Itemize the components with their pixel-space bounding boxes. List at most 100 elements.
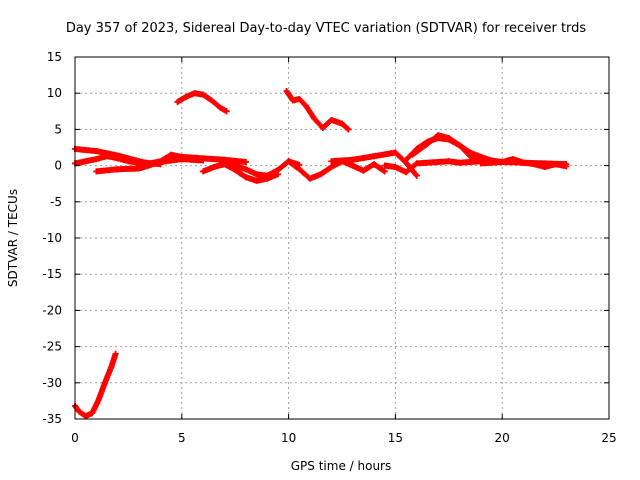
- data-point: [95, 397, 102, 404]
- x-tick-label: 25: [601, 431, 616, 445]
- data-series-arc-12: [477, 156, 570, 171]
- data-point: [283, 88, 290, 95]
- data-point: [208, 97, 215, 104]
- data-point: [125, 158, 132, 165]
- data-point: [200, 168, 207, 175]
- data-point: [381, 162, 388, 169]
- y-tick-label: 0: [54, 159, 62, 173]
- data-point: [413, 160, 420, 167]
- y-tick-label: 5: [54, 122, 62, 136]
- ticks-layer: 0 5 10 15 20 25 15 10 5 0 -5 -10 -15 -20 -25 -30 -35: [42, 50, 616, 445]
- data-point: [174, 98, 181, 105]
- data-point: [445, 158, 452, 165]
- data-point: [217, 104, 224, 111]
- data-point: [456, 159, 463, 166]
- data-point: [191, 90, 198, 97]
- y-tick-label: 10: [47, 86, 62, 100]
- data-point: [403, 156, 410, 163]
- data-point: [93, 168, 100, 175]
- data-point: [392, 164, 399, 171]
- x-tick-label: 10: [281, 431, 296, 445]
- data-point: [89, 410, 96, 417]
- data-point: [328, 116, 335, 123]
- data-point: [456, 142, 463, 149]
- data-point: [477, 160, 484, 167]
- data-point: [242, 158, 249, 165]
- data-point: [114, 166, 121, 173]
- data-point: [349, 162, 356, 169]
- data-point: [93, 156, 100, 163]
- x-tick-label: 5: [178, 431, 186, 445]
- grid-layer: [75, 57, 609, 419]
- data-point: [499, 158, 506, 165]
- data-point: [435, 158, 442, 165]
- data-point: [242, 166, 249, 173]
- data-series-arc-14: [283, 88, 352, 133]
- data-point: [264, 172, 271, 179]
- data-point: [409, 151, 416, 158]
- data-point: [296, 166, 303, 173]
- data-series-arc-6: [221, 158, 303, 179]
- data-point: [306, 175, 313, 182]
- data-point: [319, 124, 326, 131]
- data-point: [183, 93, 190, 100]
- data-point: [157, 158, 164, 165]
- data-point: [168, 151, 175, 158]
- data-point: [200, 91, 207, 98]
- data-point: [317, 171, 324, 178]
- data-point: [93, 148, 100, 155]
- data-point: [136, 162, 143, 169]
- data-point: [531, 161, 538, 168]
- y-tick-label: 15: [47, 50, 62, 64]
- data-point: [253, 177, 260, 184]
- data-series-arc-15: [72, 350, 119, 420]
- data-point: [435, 132, 442, 139]
- data-point: [302, 102, 309, 109]
- data-point: [242, 174, 249, 181]
- data-point: [285, 158, 292, 165]
- y-tick-label: -5: [50, 195, 62, 209]
- x-axis-label: GPS time / hours: [291, 459, 392, 473]
- y-axis-label: SDTVAR / TECUs: [6, 189, 20, 287]
- data-point: [563, 163, 570, 170]
- data-point: [541, 164, 548, 171]
- data-point: [445, 135, 452, 142]
- data-point: [274, 166, 281, 173]
- data-point: [311, 115, 318, 122]
- data-point: [112, 350, 119, 357]
- data-point: [345, 126, 352, 133]
- data-point: [467, 149, 474, 156]
- data-point: [381, 168, 388, 175]
- x-tick-label: 15: [388, 431, 403, 445]
- data-point: [509, 156, 516, 163]
- y-tick-label: -15: [42, 267, 62, 281]
- data-point: [210, 164, 217, 171]
- data-point: [253, 171, 260, 178]
- data-point: [104, 153, 111, 160]
- y-tick-label: -30: [42, 376, 62, 390]
- data-point: [371, 153, 378, 160]
- data-point: [82, 413, 89, 420]
- data-point: [477, 153, 484, 160]
- data-point: [328, 158, 335, 165]
- data-point: [221, 159, 228, 166]
- data-point: [223, 108, 230, 115]
- chart-title: Day 357 of 2023, Sidereal Day-to-day VTE…: [66, 21, 587, 36]
- data-point: [552, 161, 559, 168]
- x-tick-label: 20: [495, 431, 510, 445]
- data-point: [108, 363, 115, 370]
- series-markers: [174, 90, 230, 115]
- data-point: [296, 95, 303, 102]
- data-point: [349, 156, 356, 163]
- data-point: [360, 167, 367, 174]
- data-point: [413, 172, 420, 179]
- data-point: [339, 120, 345, 127]
- data-point: [114, 155, 121, 162]
- data-point: [178, 153, 185, 160]
- data-series-arc-13: [174, 90, 230, 115]
- y-tick-label: -25: [42, 340, 62, 354]
- y-tick-label: -10: [42, 231, 62, 245]
- data-point: [424, 140, 431, 147]
- data-point: [328, 164, 335, 171]
